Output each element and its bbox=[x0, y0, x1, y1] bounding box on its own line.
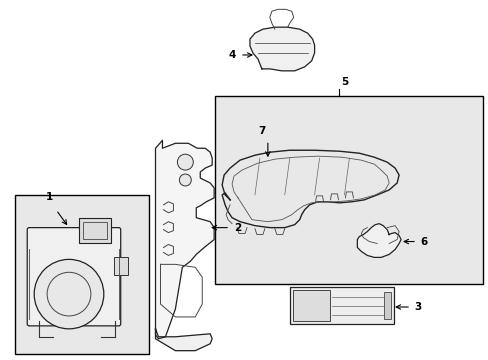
Polygon shape bbox=[357, 224, 400, 257]
Text: 4: 4 bbox=[228, 50, 236, 60]
Circle shape bbox=[34, 260, 103, 329]
Bar bbox=[289, 287, 393, 324]
Bar bbox=[83, 222, 106, 239]
Bar bbox=[15, 195, 148, 354]
Text: 7: 7 bbox=[258, 126, 265, 136]
Polygon shape bbox=[155, 329, 212, 351]
Circle shape bbox=[177, 154, 193, 170]
Text: 3: 3 bbox=[413, 302, 421, 312]
Circle shape bbox=[179, 174, 191, 186]
Text: 5: 5 bbox=[341, 77, 348, 87]
Bar bbox=[292, 290, 329, 321]
Bar bbox=[79, 218, 111, 243]
Polygon shape bbox=[155, 140, 214, 339]
Bar bbox=[384, 292, 390, 319]
FancyBboxPatch shape bbox=[27, 228, 121, 326]
Bar bbox=[114, 257, 127, 275]
Text: 2: 2 bbox=[234, 222, 241, 233]
Text: 1: 1 bbox=[45, 192, 53, 202]
Bar bbox=[215, 96, 482, 284]
Text: 6: 6 bbox=[419, 237, 427, 247]
Polygon shape bbox=[249, 27, 314, 71]
